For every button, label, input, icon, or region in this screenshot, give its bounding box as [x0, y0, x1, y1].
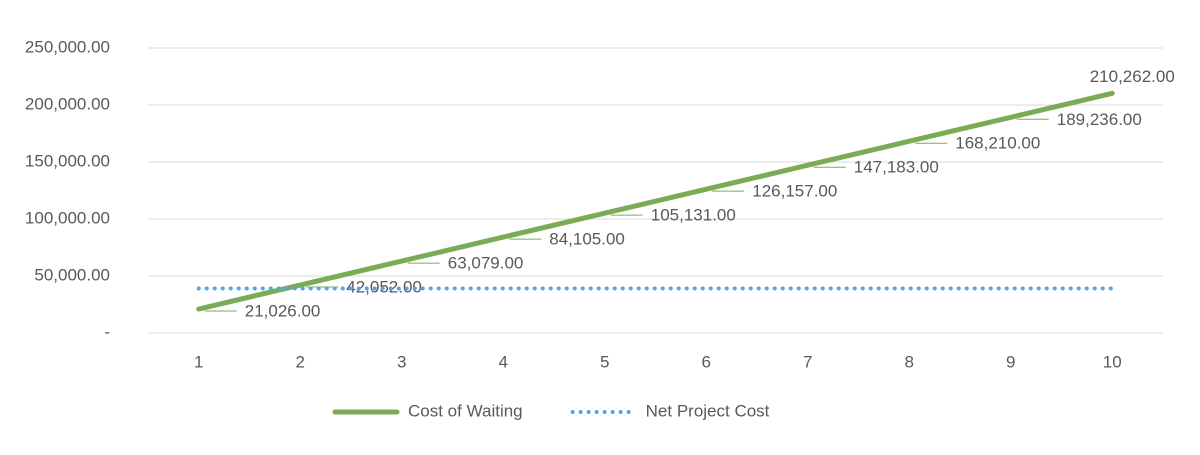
data-label: 105,131.00: [651, 206, 736, 225]
legend-label: Net Project Cost: [646, 401, 770, 420]
data-label: 210,262.00: [1090, 67, 1175, 86]
x-tick-label: 9: [1006, 352, 1015, 371]
x-tick-label: 1: [194, 352, 203, 371]
x-tick-label: 4: [499, 352, 508, 371]
series-line: [196, 90, 1115, 312]
y-tick-label: 150,000.00: [25, 151, 110, 170]
x-tick-label: 7: [803, 352, 812, 371]
data-label: 84,105.00: [549, 230, 625, 249]
y-tick-label: 50,000.00: [34, 265, 110, 284]
data-label: 126,157.00: [752, 182, 837, 201]
x-tick-label: 3: [397, 352, 406, 371]
x-tick-label: 10: [1103, 352, 1122, 371]
y-tick-label: -: [104, 322, 110, 341]
y-tick-label: 200,000.00: [25, 94, 110, 113]
y-tick-label: 100,000.00: [25, 208, 110, 227]
data-label: 189,236.00: [1057, 110, 1142, 129]
data-label: 168,210.00: [955, 134, 1040, 153]
data-label: 147,183.00: [854, 158, 939, 177]
x-tick-label: 2: [296, 352, 305, 371]
y-tick-label: 250,000.00: [25, 37, 110, 56]
x-tick-label: 8: [905, 352, 914, 371]
data-label: 21,026.00: [245, 302, 321, 321]
x-tick-label: 5: [600, 352, 609, 371]
x-tick-label: 6: [702, 352, 711, 371]
legend-label: Cost of Waiting: [408, 401, 523, 420]
data-label: 63,079.00: [448, 254, 524, 273]
